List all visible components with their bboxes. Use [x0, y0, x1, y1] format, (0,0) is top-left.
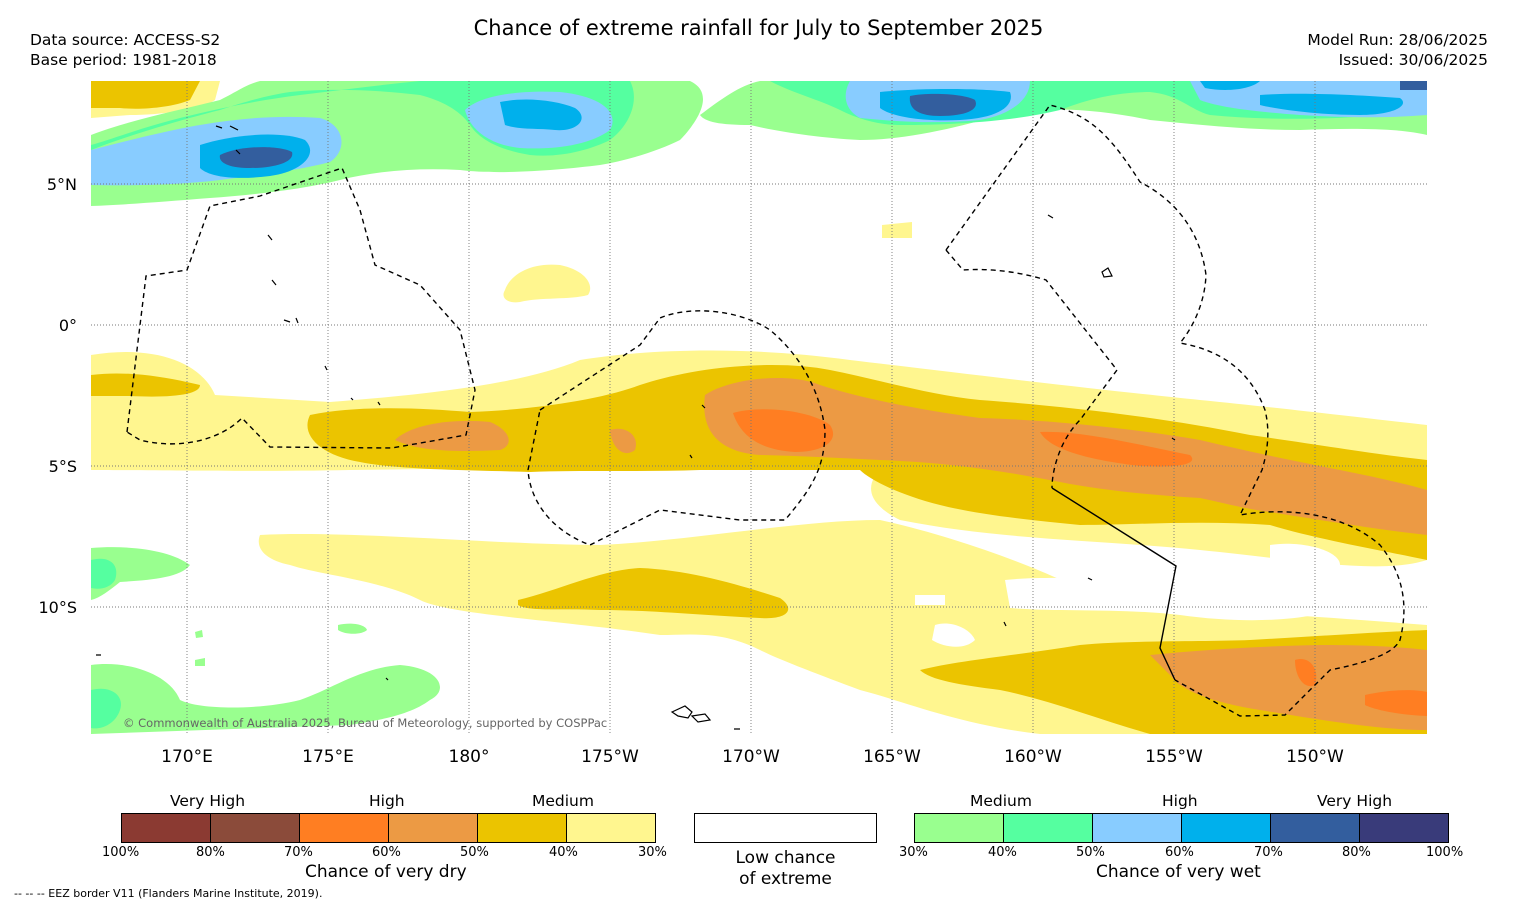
dry-swatch-50-60 [389, 814, 478, 842]
dry-legend-title: Chance of very dry [305, 862, 467, 882]
lon-label-170w: 170°W [722, 747, 780, 767]
low-chance-label: Low chance of extreme [694, 848, 877, 890]
dry-high-60-region [733, 409, 1427, 716]
eez-footnote: -- -- -- EEZ border V11 (Flanders Marine… [14, 887, 323, 900]
map-title: Chance of extreme rainfall for July to S… [473, 16, 1044, 40]
lat-label-10s: 10°S [38, 598, 77, 617]
coastlines [96, 125, 1176, 730]
low-chance-swatch [694, 813, 877, 843]
model-run-label: Model Run: 28/06/2025 [1307, 31, 1488, 49]
dry-tick-80: 80% [196, 845, 225, 860]
lat-labels: 5°N 0° 5°S 10°S [38, 175, 77, 617]
header-left: Data source: ACCESS-S2 Base period: 1981… [30, 30, 220, 70]
wet-category-medium: Medium [970, 792, 1032, 810]
dry-category-high: High [369, 792, 405, 810]
wet-swatch-40-50 [1004, 814, 1093, 842]
dry-swatch-40-50 [478, 814, 567, 842]
dry-tick-30: 30% [638, 845, 667, 860]
lon-label-150w: 150°W [1286, 747, 1344, 767]
rainfall-map: 5°N 0° 5°S 10°S 170°E 175°E 180° 175°W 1… [38, 81, 1427, 767]
wet-tick-100: 100% [1426, 845, 1464, 860]
lon-label-155w: 155°W [1145, 747, 1203, 767]
wet-tick-40: 40% [988, 845, 1017, 860]
lon-label-160w: 160°W [1004, 747, 1062, 767]
wet-swatch-70-80 [1271, 814, 1360, 842]
wet-swatch-60-70 [1182, 814, 1271, 842]
wet-swatch-30-40 [915, 814, 1004, 842]
dry-tick-60: 60% [372, 845, 401, 860]
data-source-label: Data source: ACCESS-S2 [30, 31, 221, 49]
dry-category-very-high: Very High [170, 792, 246, 810]
dry-tick-100: 100% [102, 845, 140, 860]
map-shading [91, 81, 1427, 734]
lon-label-165w: 165°W [863, 747, 921, 767]
eez-borders [126, 104, 1405, 717]
wet-swatch-50-60 [1093, 814, 1182, 842]
base-period-label: Base period: 1981-2018 [30, 51, 217, 69]
dry-tick-50: 50% [460, 845, 489, 860]
low-chance-line1: Low chance [735, 848, 836, 868]
dry-swatch-80-100 [122, 814, 211, 842]
lat-label-5n: 5°N [47, 175, 77, 194]
low-chance-region [915, 543, 1340, 647]
lon-label-180: 180° [449, 747, 490, 767]
low-chance-line2: of extreme [739, 869, 832, 889]
wet-color-bar [914, 813, 1449, 843]
eez-border-solid [1051, 487, 1177, 681]
wet-tick-30: 30% [899, 845, 928, 860]
wet-swatch-80-100 [1360, 814, 1448, 842]
dry-tick-70: 70% [284, 845, 313, 860]
graticule [91, 81, 1427, 734]
lon-label-175w: 175°W [581, 747, 639, 767]
lon-label-170e: 170°E [161, 747, 213, 767]
wet-tick-70: 70% [1254, 845, 1283, 860]
header-right: Model Run: 28/06/2025 Issued: 30/06/2025 [1307, 30, 1488, 70]
dry-swatch-60-70 [300, 814, 389, 842]
dry-tick-40: 40% [549, 845, 578, 860]
wet-legend-title: Chance of very wet [1096, 862, 1261, 882]
wet-tick-50: 50% [1076, 845, 1105, 860]
dry-swatch-70-80 [211, 814, 300, 842]
dry-swatch-30-40 [567, 814, 655, 842]
dry-color-bar [121, 813, 656, 843]
dry-category-medium: Medium [532, 792, 594, 810]
wet-category-high: High [1162, 792, 1198, 810]
copyright-notice: © Commonwealth of Australia 2025, Bureau… [123, 716, 608, 730]
wet-category-very-high: Very High [1317, 792, 1393, 810]
lon-label-175e: 175°E [302, 747, 354, 767]
lat-label-5s: 5°S [49, 457, 77, 476]
issued-label: Issued: 30/06/2025 [1338, 51, 1488, 69]
wet-tick-80: 80% [1342, 845, 1371, 860]
lon-labels: 170°E 175°E 180° 175°W 170°W 165°W 160°W… [161, 747, 1344, 767]
wet-tick-60: 60% [1165, 845, 1194, 860]
dry-high-50-region [395, 377, 1427, 730]
lat-label-0: 0° [59, 316, 77, 335]
